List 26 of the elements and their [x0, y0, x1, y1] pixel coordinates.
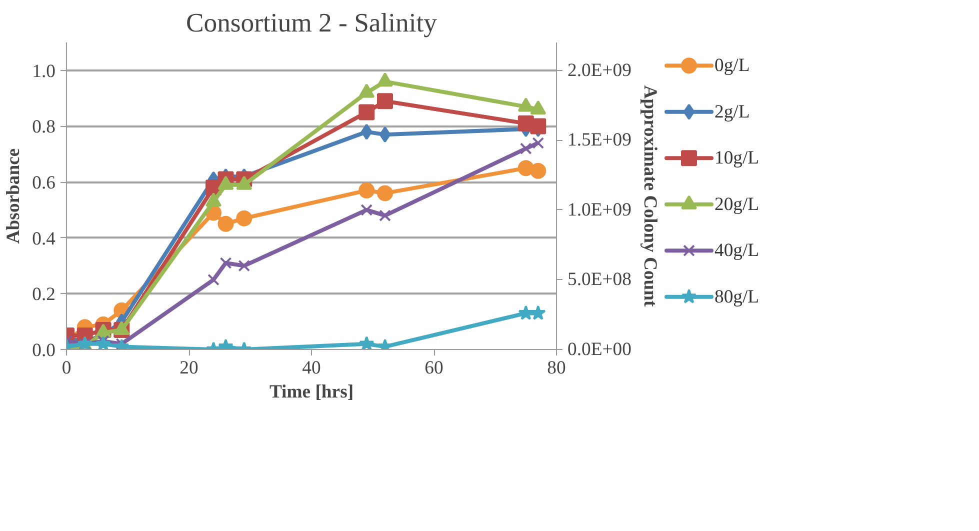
y-tick-label: 0.8: [32, 116, 56, 138]
x-tick-label: 20: [180, 358, 198, 378]
y2-tick-label: 1.5E+09: [568, 130, 632, 151]
x-axis-title: Time [hrs]: [269, 382, 354, 402]
y-axis-title: Absorbance: [3, 148, 24, 244]
y2-tick-label: 2.0E+09: [568, 60, 632, 81]
y2-tick-label: 0.0E+00: [568, 339, 632, 360]
x-tick-label: 40: [302, 358, 321, 378]
legend-label: 40g/L: [714, 240, 760, 262]
x-tick-label: 0: [62, 358, 72, 378]
y2-tick-label: 5.0E+08: [568, 269, 632, 290]
legend-label: 0g/L: [714, 55, 750, 76]
y-tick-label: 1.0: [32, 60, 56, 82]
legend-label: 20g/L: [714, 194, 760, 215]
y-tick-label: 0.2: [32, 284, 56, 306]
y2-axis-title: Approximate Colony Count: [639, 85, 660, 308]
legend-label: 2g/L: [714, 101, 750, 122]
y-tick-label: 0.4: [32, 228, 56, 250]
x-tick-label: 80: [547, 358, 566, 378]
y-tick-label: 0.0: [32, 340, 56, 361]
legend-label: 80g/L: [714, 286, 760, 308]
y-tick-label: 0.6: [32, 172, 56, 194]
chart-title: Consortium 2 - Salinity: [186, 8, 438, 38]
x-tick-label: 60: [424, 358, 444, 378]
legend-label: 10g/L: [714, 148, 760, 169]
y2-tick-label: 1.0E+09: [568, 199, 632, 220]
